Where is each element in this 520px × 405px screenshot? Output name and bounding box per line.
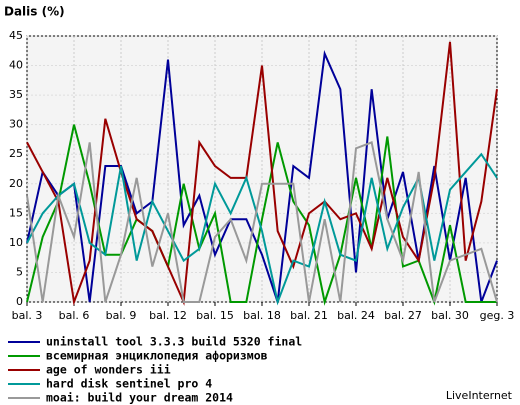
y-tick-label: 5	[16, 265, 23, 278]
x-tick-label: bal. 15	[196, 309, 234, 322]
legend-label: moai: build your dream 2014	[46, 391, 233, 405]
x-tick-label: bal. 9	[106, 309, 137, 322]
y-tick-label: 35	[9, 88, 23, 101]
series-line	[26, 141, 498, 303]
y-tick-label: 15	[9, 206, 23, 219]
x-tick-label: bal. 21	[290, 309, 328, 322]
y-tick-label: 20	[9, 177, 23, 190]
y-tick-label: 45	[9, 29, 23, 42]
legend-label: hard disk sentinel pro 4	[46, 377, 212, 391]
legend-label: age of wonders iii	[46, 363, 171, 377]
x-tick-label: bal. 24	[337, 309, 375, 322]
chart-title: Dalis (%)	[4, 5, 65, 19]
x-tick-label: bal. 30	[431, 309, 469, 322]
footer: LiveInternet	[446, 389, 513, 402]
x-tick-label: bal. 18	[243, 309, 281, 322]
x-tick-label: bal. 12	[149, 309, 187, 322]
y-tick-label: 25	[9, 147, 23, 160]
y-tick-label: 0	[16, 295, 23, 308]
y-tick-label: 30	[9, 118, 23, 131]
legend-label: uninstall tool 3.3.3 build 5320 final	[46, 335, 302, 349]
legend-label: всемирная энциклопедия афоризмов	[46, 349, 268, 363]
x-tick-label: bal. 6	[59, 309, 90, 322]
x-tick-label: bal. 3	[12, 309, 43, 322]
x-tick-label: geg. 3	[480, 309, 515, 322]
series-line	[26, 41, 498, 306]
y-tick-label: 10	[9, 236, 23, 249]
y-tick-label: 40	[9, 59, 23, 72]
x-tick-label: bal. 27	[384, 309, 422, 322]
